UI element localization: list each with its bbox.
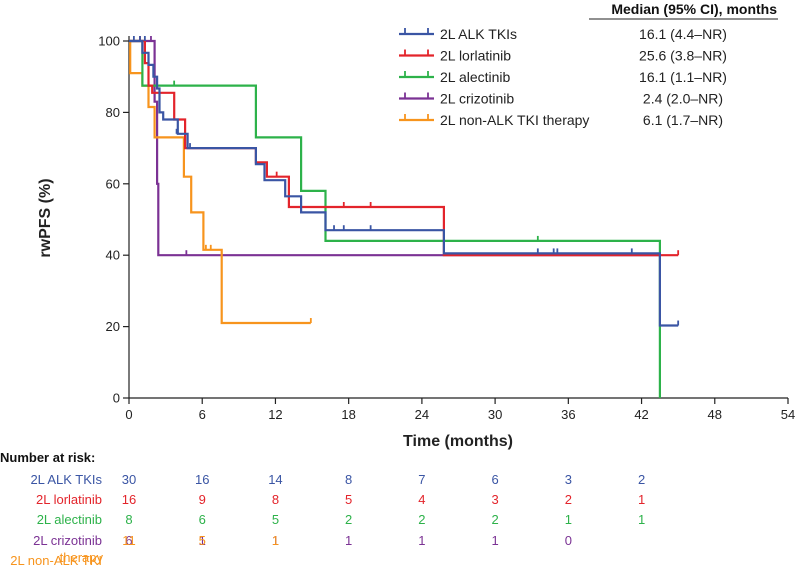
risk-count: 11 [122,533,136,548]
y-tick-label: 80 [106,105,120,120]
series-line-2l-alk-tkis [129,39,679,327]
risk-count: 16 [195,472,209,487]
y-axis-title: rwPFS (%) [37,178,54,257]
legend-label: 2L lorlatinib [440,48,511,64]
risk-count: 1 [345,533,352,548]
risk-count: 2 [638,472,645,487]
risk-count: 1 [638,492,645,507]
x-tick-label: 6 [199,407,206,422]
x-tick-label: 54 [781,407,795,422]
legend-label: 2L non-ALK TKI therapy [440,112,589,128]
risk-count: 16 [122,492,136,507]
y-tick-label: 0 [113,391,120,406]
risk-table-title: Number at risk: [0,450,95,465]
axes [128,36,788,399]
median-value: 25.6 (3.8–NR) [639,48,727,64]
risk-count: 6 [491,472,498,487]
median-value: 6.1 (1.7–NR) [643,112,723,128]
x-tick-label: 18 [341,407,355,422]
risk-count: 8 [345,472,352,487]
legend-label: 2L ALK TKIs [440,26,517,42]
risk-count: 1 [565,512,572,527]
risk-count: 7 [418,472,425,487]
risk-count: 8 [125,512,132,527]
risk-row-label: 2L ALK TKIs [30,472,102,487]
ticks: 0 6 12 18 24 30 36 42 48 54 0 20 40 60 80 100 [98,34,795,423]
risk-count: 1 [638,512,645,527]
risk-count: 14 [268,472,282,487]
x-tick-label: 42 [634,407,648,422]
risk-count: 2 [345,512,352,527]
y-tick-label: 100 [98,34,120,49]
risk-count: 2 [418,512,425,527]
legend-label: 2L crizotinib [440,91,514,107]
survival-curves [129,36,680,398]
risk-row-label: 2L alectinib [37,512,102,527]
median-value: 2.4 (2.0–NR) [643,91,723,107]
risk-count: 2 [491,512,498,527]
risk-count: 3 [565,472,572,487]
x-tick-label: 30 [488,407,502,422]
median-value: 16.1 (4.4–NR) [639,26,727,42]
risk-count: 6 [199,512,206,527]
y-tick-label: 20 [106,319,120,334]
risk-count: 1 [199,533,206,548]
risk-count: 8 [272,492,279,507]
series-line-2l-alectinib [129,39,661,398]
x-tick-label: 0 [125,407,132,422]
risk-count: 3 [491,492,498,507]
y-tick-label: 60 [106,176,120,191]
y-tick-label: 40 [106,248,120,263]
x-tick-label: 12 [268,407,282,422]
risk-row-label: 2L crizotinib [33,533,102,548]
risk-row-label: 2L lorlatinib [36,492,102,507]
risk-row-label: 2L non-ALK TKI [10,553,102,568]
risk-count: 5 [199,533,206,548]
series-line-2l-crizotinib [129,39,660,257]
risk-count: 1 [418,533,425,548]
risk-count: 2 [565,492,572,507]
risk-count: 6 [125,533,132,548]
risk-count: 30 [122,472,136,487]
risk-count: 1 [272,533,279,548]
legend-label: 2L alectinib [440,69,511,85]
risk-count: 5 [345,492,352,507]
x-tick-label: 48 [708,407,722,422]
x-tick-label: 24 [415,407,429,422]
x-tick-label: 36 [561,407,575,422]
risk-count: 9 [199,492,206,507]
risk-count: 0 [565,533,572,548]
risk-count: 4 [418,492,425,507]
risk-table: Number at risk: 2L ALK TKIs 2L lorlatinib… [0,450,645,568]
risk-count: 5 [272,512,279,527]
median-value: 16.1 (1.1–NR) [639,69,727,85]
risk-row-label: therapy [60,550,104,565]
median-header: Median (95% CI), months [611,1,777,17]
risk-count: 1 [272,533,279,548]
legend: Median (95% CI), months 2L ALK TKIs 16.1 … [399,1,778,128]
x-axis-title: Time (months) [403,433,513,450]
risk-count: 1 [491,533,498,548]
